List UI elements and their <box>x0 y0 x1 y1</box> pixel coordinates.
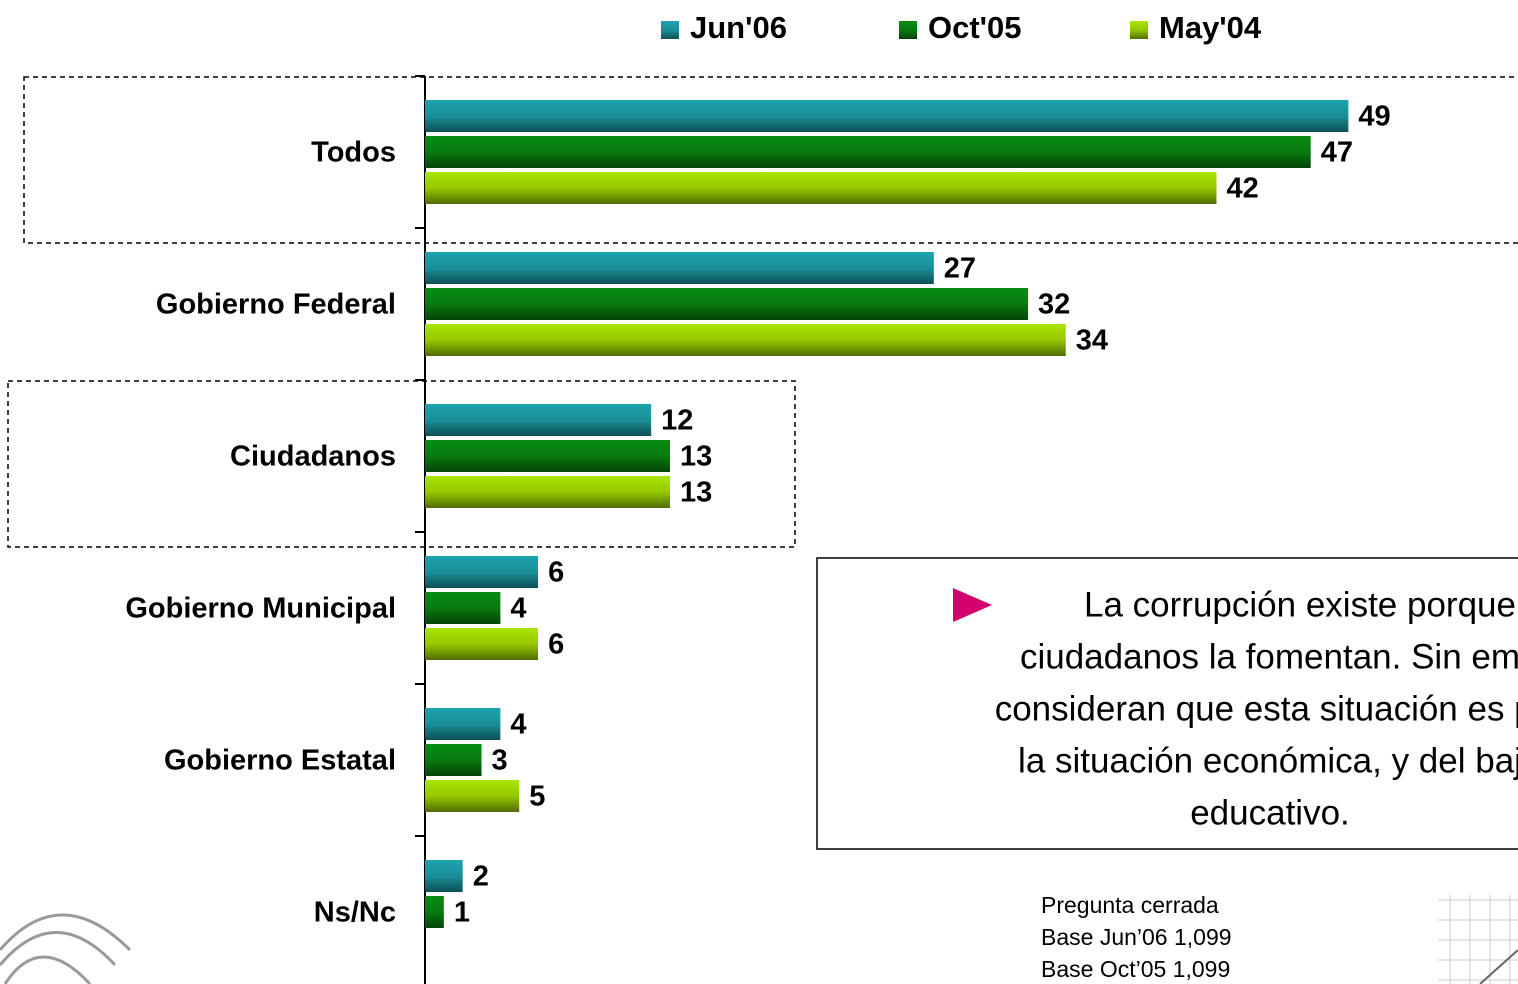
value-label: 49 <box>1358 101 1390 133</box>
bar <box>425 440 670 472</box>
category-label: Ciudadanos <box>230 441 396 473</box>
value-label: 6 <box>548 629 564 661</box>
value-label: 13 <box>680 477 712 509</box>
footnote: Base Jun’06 1,099 <box>1041 924 1232 950</box>
value-label: 47 <box>1321 137 1353 169</box>
category-label: Ns/Nc <box>314 897 396 929</box>
footnote: Base Oct’05 1,099 <box>1041 956 1230 982</box>
bullet-arrow <box>953 588 992 622</box>
value-label: 34 <box>1076 325 1108 357</box>
legend-label: Oct'05 <box>928 10 1022 45</box>
bar <box>425 780 520 812</box>
logo-left <box>0 913 132 984</box>
annotation-line: La corrupción existe porque <box>1084 585 1516 624</box>
bar <box>425 324 1066 356</box>
value-label: 12 <box>661 405 693 437</box>
highlight-box <box>23 76 1518 244</box>
value-label: 4 <box>510 709 526 741</box>
annotation-box <box>816 557 1518 850</box>
value-label: 27 <box>944 253 976 285</box>
value-label: 2 <box>473 861 489 893</box>
value-label: 3 <box>492 745 508 777</box>
bar <box>425 708 501 740</box>
category-label: Gobierno Federal <box>156 289 396 321</box>
legend-swatch <box>899 21 917 39</box>
bar <box>425 288 1029 320</box>
value-label: 4 <box>510 593 526 625</box>
bar <box>425 556 539 588</box>
bar <box>425 592 501 624</box>
bar <box>425 252 934 284</box>
category-label: Todos <box>311 137 396 169</box>
annotation-line: ciudadanos la fomentan. Sin em <box>1020 637 1518 676</box>
bar <box>425 744 482 776</box>
legend-swatch <box>661 21 679 39</box>
annotation-line: consideran que esta situación es pr <box>995 689 1518 728</box>
footnote: Pregunta cerrada <box>1041 892 1219 918</box>
legend-label: Jun'06 <box>690 10 787 45</box>
bar <box>425 172 1217 204</box>
bar <box>425 896 444 928</box>
value-label: 32 <box>1038 289 1070 321</box>
bar <box>425 476 670 508</box>
logo-right <box>1438 895 1518 984</box>
annotation-line: la situación económica, y del baj <box>1018 741 1518 780</box>
bar <box>425 404 652 436</box>
bar <box>425 628 539 660</box>
bar <box>425 136 1311 168</box>
legend-swatch <box>1130 21 1148 39</box>
value-label: 5 <box>529 781 545 813</box>
value-label: 6 <box>548 557 564 589</box>
bar <box>425 100 1349 132</box>
value-label: 13 <box>680 441 712 473</box>
category-label: Gobierno Municipal <box>125 593 396 625</box>
value-label: 42 <box>1226 173 1258 205</box>
category-label: Gobierno Estatal <box>164 745 396 777</box>
value-label: 1 <box>454 897 470 929</box>
legend-label: May'04 <box>1159 10 1262 45</box>
highlight-box <box>7 380 796 548</box>
annotation-line: educativo. <box>1190 793 1350 832</box>
bar <box>425 860 463 892</box>
